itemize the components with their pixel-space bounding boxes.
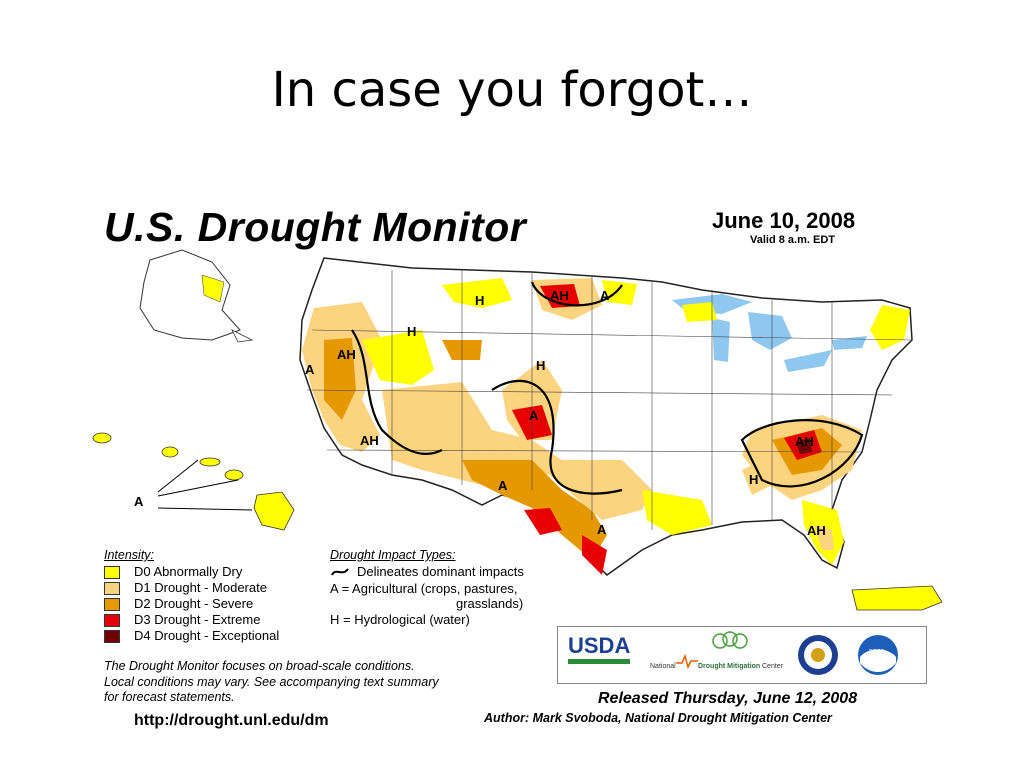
impact-label: AH bbox=[337, 347, 356, 362]
note-line: for forecast statements. bbox=[104, 690, 235, 704]
noaa-logo-text: noaa bbox=[869, 648, 885, 655]
ndmc-trees-icon bbox=[712, 631, 748, 649]
map-valid-time: Valid 8 a.m. EDT bbox=[750, 234, 835, 246]
impact-boundaries bbox=[351, 281, 864, 495]
impact-item: A = Agricultural (crops, pastures, bbox=[330, 581, 518, 596]
impact-label: AH bbox=[795, 434, 814, 449]
legend-item: D4 Drought - Exceptional bbox=[134, 628, 280, 643]
impact-label: H bbox=[407, 324, 417, 339]
impact-label: A bbox=[498, 478, 508, 493]
impact-label: H bbox=[749, 472, 759, 487]
hawaii-region bbox=[92, 432, 295, 531]
legend-swatch-d1 bbox=[104, 582, 120, 595]
impact-item: Delineates dominant impacts bbox=[357, 564, 524, 579]
impact-label: A bbox=[305, 362, 315, 377]
ndmc-name: Drought Mitigation bbox=[698, 663, 761, 670]
slide-title: In case you forgot… bbox=[271, 62, 753, 118]
drought-map-panel: H AH A H AH A AH H A A A AH H AH A U.S. … bbox=[62, 190, 962, 738]
author-credit: Author: Mark Svoboda, National Drought M… bbox=[484, 711, 832, 725]
release-date: Released Thursday, June 12, 2008 bbox=[598, 690, 858, 707]
intensity-heading: Intensity: bbox=[104, 548, 155, 562]
legend-item: D2 Drought - Severe bbox=[134, 596, 254, 611]
legend-item: D1 Drought - Moderate bbox=[134, 580, 267, 595]
legend-item: D0 Abnormally Dry bbox=[134, 564, 243, 579]
legend-swatch-d3 bbox=[104, 614, 120, 627]
impact-item: H = Hydrological (water) bbox=[330, 612, 470, 627]
note-line: The Drought Monitor focuses on broad-sca… bbox=[104, 659, 415, 673]
impact-label: AH bbox=[360, 433, 379, 448]
impact-heading: Drought Impact Types: bbox=[330, 548, 456, 562]
map-date: June 10, 2008 bbox=[712, 208, 856, 233]
ndmc-pulse-icon bbox=[676, 653, 698, 669]
puerto-rico-region bbox=[851, 585, 943, 611]
legend-swatch-d2 bbox=[104, 598, 120, 611]
impact-label: A bbox=[600, 288, 610, 303]
impact-label: AH bbox=[550, 288, 569, 303]
impact-label: H bbox=[536, 358, 546, 373]
impact-label: AH bbox=[807, 523, 826, 538]
impact-line-icon bbox=[331, 568, 349, 576]
note-line: Local conditions may vary. See accompany… bbox=[104, 675, 439, 689]
impact-label: H bbox=[475, 293, 485, 308]
legend-item: D3 Drought - Extreme bbox=[134, 612, 261, 627]
impact-label: A bbox=[134, 494, 144, 509]
impact-item: grasslands) bbox=[456, 596, 524, 611]
commerce-seal-icon bbox=[798, 635, 838, 675]
usda-logo-bar bbox=[568, 659, 630, 664]
usda-logo: USDA bbox=[568, 633, 631, 658]
noaa-logo-icon bbox=[858, 635, 898, 675]
ndmc-suffix: Center bbox=[762, 663, 784, 670]
logo-strip: USDA National Drought Mitigation Center … bbox=[557, 626, 927, 684]
legend-swatch-d4 bbox=[104, 630, 120, 643]
map-title: U.S. Drought Monitor bbox=[104, 204, 527, 250]
legend-swatch-d0 bbox=[104, 566, 120, 579]
state-boundaries bbox=[306, 270, 913, 530]
alaska-region bbox=[139, 249, 254, 343]
impact-label: A bbox=[529, 408, 539, 423]
us-drought-map bbox=[92, 249, 943, 611]
impact-label: A bbox=[597, 522, 607, 537]
source-url: http://drought.unl.edu/dm bbox=[134, 712, 329, 729]
ndmc-prefix: National bbox=[650, 663, 676, 670]
